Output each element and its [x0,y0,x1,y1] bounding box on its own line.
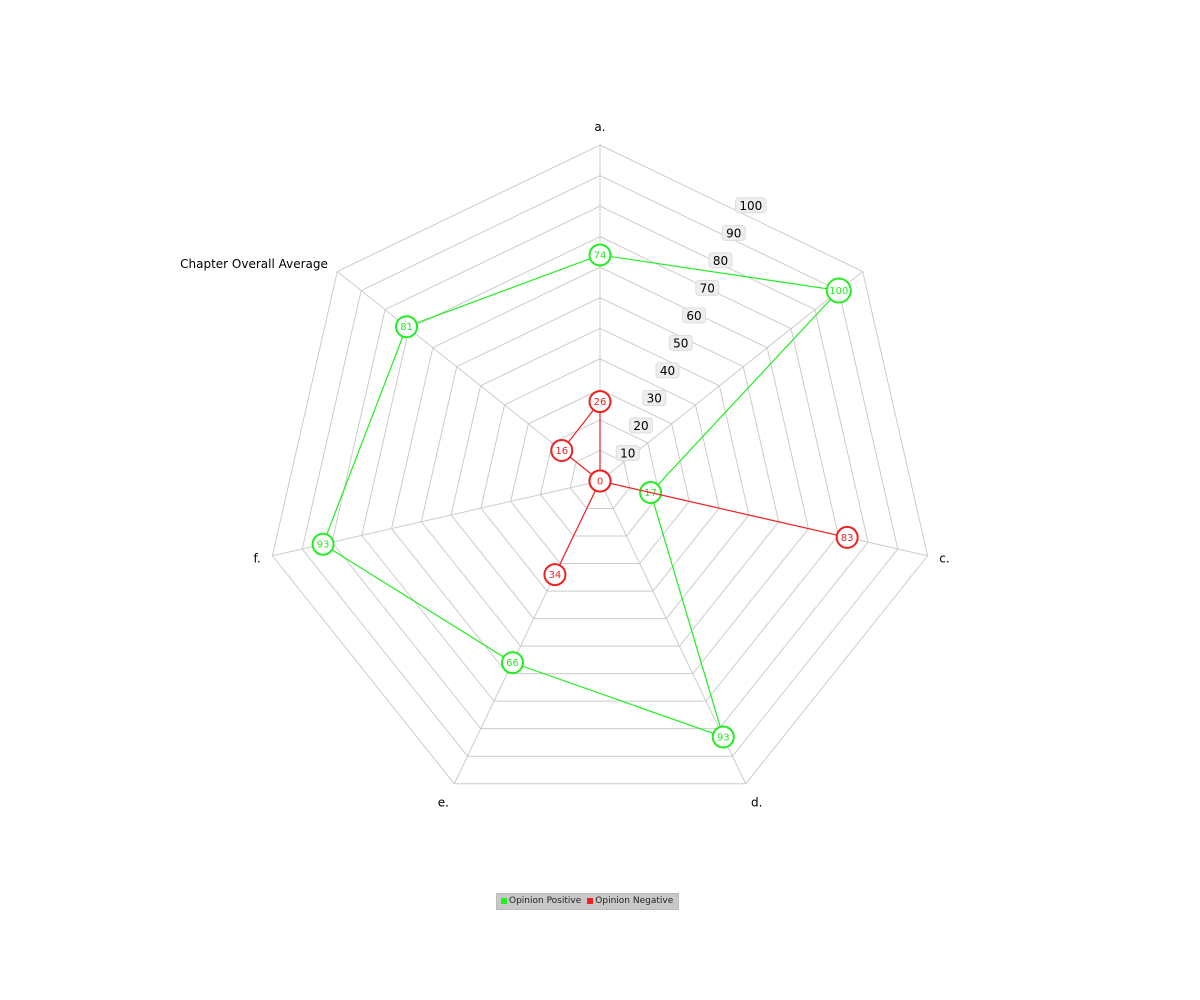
radar-scale: 10 20 30 40 50 60 70 80 90 100 [615,197,767,461]
data-label: 26 [594,397,607,408]
axis-label-5: f. [254,551,261,565]
scale-tick-label: 90 [726,226,741,240]
data-label: 34 [549,570,562,581]
legend-item-negative[interactable]: Opinion Negative [587,896,673,906]
scale-tick-80: 80 [708,252,733,269]
scale-tick-70: 70 [695,279,720,296]
data-label: 17 [644,488,657,499]
scale-tick-label: 60 [686,309,701,323]
grid-ring-80 [361,236,839,702]
scale-tick-box [708,252,733,269]
data-label: 74 [594,250,607,261]
data-label: 16 [555,446,568,457]
scale-tick-box [668,334,693,351]
scale-tick-box [695,279,720,296]
scale-tick-30: 30 [642,389,667,406]
scale-tick-90: 90 [721,224,746,241]
data-point [311,532,335,556]
data-label: 93 [317,540,330,551]
axis-label-2: c. [939,551,949,565]
scale-tick-label: 30 [647,391,662,405]
data-label: 83 [841,533,854,544]
scale-tick-60: 60 [682,307,707,324]
data-point [588,469,612,493]
scale-tick-box [721,224,746,241]
data-label: 100 [829,286,848,297]
scale-tick-label: 70 [700,281,715,295]
scale-tick-box [655,362,680,379]
data-point [550,439,574,463]
scale-tick-label: 10 [620,446,635,460]
axis-label-4: e. [438,796,449,810]
legend-label-positive: Opinion Positive [509,896,582,906]
axis-label-6: Chapter Overall Average [180,257,328,271]
scale-tick-box [642,389,667,406]
data-label: 66 [506,658,519,669]
scale-tick-label: 40 [660,364,675,378]
grid-ring-100 [301,174,899,757]
grid-ring-110 [271,144,929,785]
grid-ring-60 [420,297,780,647]
axis-label-0: a. [594,120,605,134]
scale-tick-100: 100 [735,197,767,214]
data-label: 0 [597,477,603,488]
scale-tick-box [682,307,707,324]
axis-label-3: d. [751,796,762,810]
scale-tick-10: 10 [615,444,640,461]
series-line-0 [322,254,841,738]
series-1: 26083034016 [543,390,859,587]
grid-ring-50 [450,327,750,620]
chart-legend: Opinion Positive Opinion Negative [496,893,680,910]
data-point [588,390,612,414]
grid-ring-40 [480,358,720,592]
grid-spoke-1 [599,271,864,482]
grid-ring-20 [539,419,661,537]
data-label: 93 [717,732,730,743]
scale-tick-label: 80 [713,254,728,268]
data-label: 81 [400,322,413,333]
scale-tick-label: 100 [739,199,762,213]
legend-label-negative: Opinion Negative [595,896,674,906]
data-point [711,725,735,749]
legend-swatch-positive [501,898,507,904]
scale-tick-50: 50 [668,334,693,351]
grid-ring-10 [569,449,631,510]
radar-series: 74100179366938126083034016 [311,243,859,749]
scale-tick-label: 50 [673,336,688,350]
data-point [543,563,567,587]
scale-tick-label: 20 [633,419,648,433]
legend-item-positive[interactable]: Opinion Positive [501,896,581,906]
scale-tick-40: 40 [655,362,680,379]
grid-ring-70 [391,266,809,675]
data-point [588,243,612,267]
grid-ring-90 [331,205,869,730]
grid-ring-30 [510,388,690,565]
scale-tick-box [629,417,654,434]
data-point [835,525,859,549]
legend-swatch-negative [587,898,594,904]
data-point [395,315,419,339]
scale-tick-box [735,197,767,214]
scale-tick-20: 20 [629,417,654,434]
radar-axis-labels: a. c. d. e. f. Chapter Overall Average [180,120,950,810]
scale-tick-box [615,444,640,461]
data-point [501,651,525,675]
data-point [825,277,852,304]
